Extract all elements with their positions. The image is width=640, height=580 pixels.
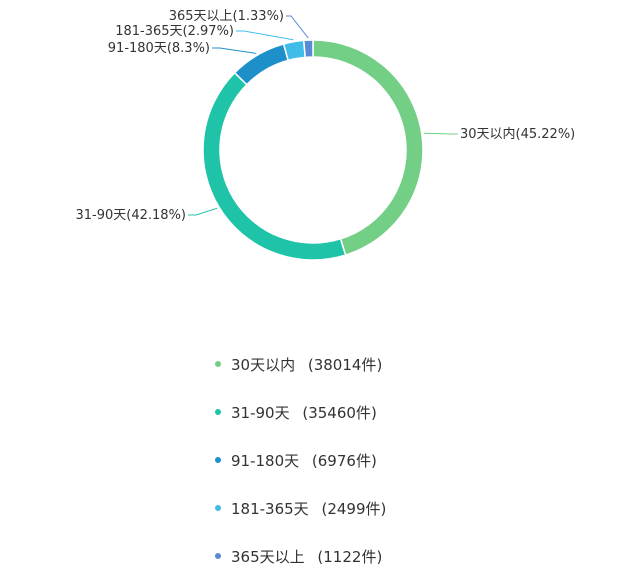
donut-chart: 30天以内(45.22%) 31-90天(42.18%) 91-180天(8.3%)…: [76, 9, 575, 261]
donut-slice[interactable]: [233, 43, 290, 86]
legend-count: 38014件: [303, 354, 382, 375]
slice-label: 365天以上(1.33%): [169, 9, 284, 24]
legend-item-181-365-days[interactable]: 181-365天 2499件: [215, 484, 515, 532]
slice-label: 30天以内(45.22%): [460, 126, 575, 142]
legend-label: 181-365天: [231, 499, 309, 518]
legend-count: 35460件: [298, 402, 377, 423]
slice-label: 91-180天(8.3%): [108, 41, 210, 56]
label-leader-line: [423, 132, 458, 135]
legend-item-31-90-days[interactable]: 31-90天 35460件: [215, 388, 515, 436]
legend-marker: [215, 457, 221, 463]
donut-slice[interactable]: [282, 39, 307, 62]
donut-chart-svg: 30天以内(45.22%) 31-90天(42.18%) 91-180天(8.3%)…: [76, 9, 575, 261]
label-leader-line: [286, 15, 309, 39]
legend-marker: [215, 361, 221, 367]
legend-item-30-days[interactable]: 30天以内 38014件: [215, 340, 515, 388]
legend-label: 91-180天: [231, 451, 300, 470]
donut-slice[interactable]: [302, 39, 314, 59]
legend-count: 2499件: [317, 498, 387, 519]
slice-label: 181-365天(2.97%): [115, 24, 234, 39]
legend-marker: [215, 505, 221, 511]
legend-label: 30天以内: [231, 355, 296, 374]
label-leader-line: [212, 47, 257, 54]
legend-label: 31-90天: [231, 403, 290, 422]
legend-count: 6976件: [307, 450, 377, 471]
label-leader-line: [236, 30, 294, 41]
chart-legend: 30天以内 38014件 31-90天 35460件 91-180天 6976件…: [215, 340, 515, 580]
label-leader-line: [188, 207, 218, 216]
legend-count: 1122件: [313, 546, 383, 567]
legend-marker: [215, 553, 221, 559]
legend-marker: [215, 409, 221, 415]
legend-label: 365天以上: [231, 547, 305, 566]
legend-item-91-180-days[interactable]: 91-180天 6976件: [215, 436, 515, 484]
donut-slice[interactable]: [202, 71, 347, 261]
slice-label: 31-90天(42.18%): [76, 208, 187, 223]
donut-slice[interactable]: [312, 39, 424, 257]
legend-item-365-plus-days[interactable]: 365天以上 1122件: [215, 532, 515, 580]
